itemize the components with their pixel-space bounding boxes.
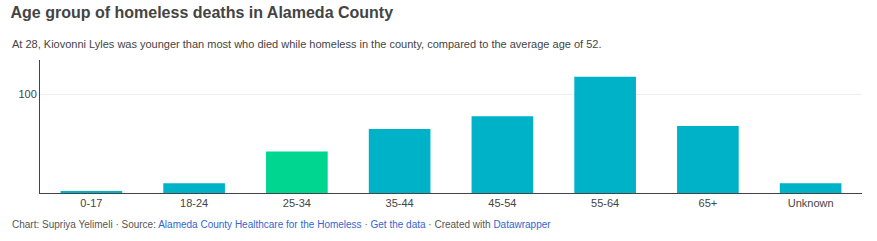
- svg-text:45-54: 45-54: [488, 197, 516, 209]
- svg-text:At 28, Kiovonni Lyles was youn: At 28, Kiovonni Lyles was younger than m…: [12, 38, 601, 50]
- svg-text:35-44: 35-44: [386, 197, 414, 209]
- svg-text:Unknown: Unknown: [788, 197, 834, 209]
- svg-text:55-64: 55-64: [591, 197, 619, 209]
- svg-text:Chart: Supriya Yelimeli · Sour: Chart: Supriya Yelimeli · Source: Alamed…: [12, 219, 551, 230]
- svg-text:65+: 65+: [699, 197, 718, 209]
- svg-text:0-17: 0-17: [80, 197, 102, 209]
- svg-text:18-24: 18-24: [180, 197, 208, 209]
- svg-text:Age group of homeless deaths i: Age group of homeless deaths in Alameda …: [11, 4, 394, 21]
- svg-text:100: 100: [18, 88, 36, 100]
- svg-text:25-34: 25-34: [283, 197, 311, 209]
